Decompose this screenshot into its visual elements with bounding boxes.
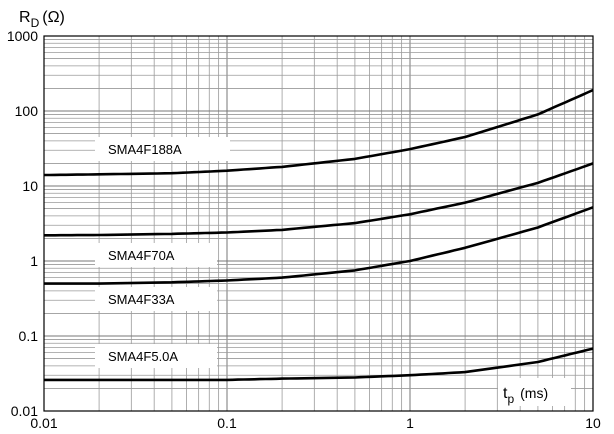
x-tick-label: 10 [585, 415, 601, 431]
y-axis-symbol: R [19, 9, 31, 26]
series-label: SMA4F5.0A [108, 349, 178, 364]
y-tick-label: 0.01 [11, 403, 38, 419]
series-line [44, 88, 594, 177]
series-label-box [95, 287, 217, 311]
x-axis-unit: (ms) [520, 385, 548, 401]
plot-frame [43, 35, 594, 412]
series-line [44, 206, 594, 285]
series-label-box [95, 344, 217, 368]
series-line [44, 162, 594, 237]
series-label: SMA4F188A [108, 142, 182, 157]
x-axis-title: tp (ms) [503, 385, 548, 406]
x-tick-label: 0.01 [30, 415, 57, 431]
y-tick-label: 1 [30, 253, 38, 269]
series-label-box [95, 137, 230, 161]
x-tick-label: 0.1 [217, 415, 237, 431]
tick-labels: 0.01 0.1 1 10 0.01 0.1 1 10 100 1000 [7, 28, 601, 431]
y-tick-label: 0.1 [19, 328, 39, 344]
y-tick-label: 100 [15, 103, 39, 119]
x-axis-subscript: p [507, 392, 514, 406]
y-axis-unit: (Ω) [42, 9, 65, 26]
series-label-box [95, 243, 217, 267]
grid [43, 35, 594, 412]
y-axis-title: RD (Ω) [19, 9, 65, 30]
y-tick-label: 1000 [7, 28, 38, 44]
series-label: SMA4F33A [108, 292, 175, 307]
x-axis-title-box [498, 378, 571, 406]
series-labels: SMA4F188A SMA4F70A SMA4F33A SMA4F5.0A [95, 137, 230, 368]
series-line [44, 347, 594, 382]
curves [44, 88, 594, 382]
x-axis-symbol: t [503, 385, 508, 402]
y-tick-label: 10 [22, 178, 38, 194]
y-axis-subscript: D [31, 16, 40, 30]
series-label: SMA4F70A [108, 248, 175, 263]
x-tick-label: 1 [406, 415, 414, 431]
